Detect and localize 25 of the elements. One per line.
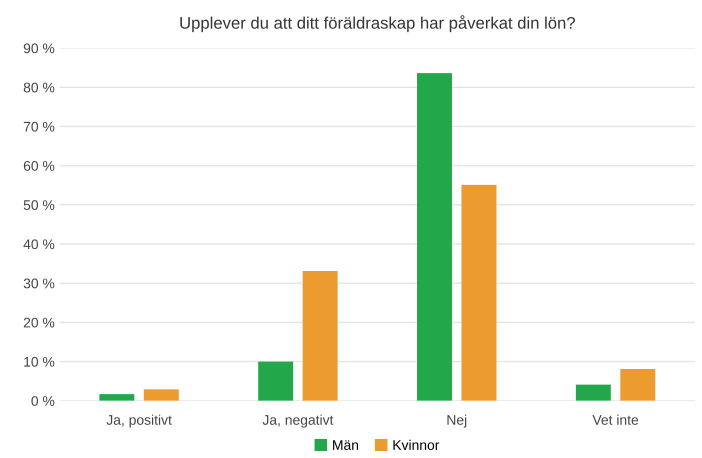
legend-label: Män bbox=[333, 440, 358, 450]
bar bbox=[302, 271, 338, 401]
y-tick-label: 20 % bbox=[24, 318, 54, 328]
bar bbox=[258, 362, 294, 401]
y-tick-label: 0 % bbox=[31, 396, 54, 406]
y-tick-label: 60 % bbox=[24, 160, 54, 171]
bar bbox=[620, 369, 656, 401]
y-tick-label: 70 % bbox=[24, 122, 54, 132]
legend-label: Kvinnor bbox=[393, 440, 440, 450]
bar bbox=[576, 384, 611, 401]
y-tick-label: 30 % bbox=[24, 278, 54, 288]
bar bbox=[462, 184, 496, 401]
bar bbox=[99, 394, 134, 401]
chart-title: Upplever du att ditt föräldraskap har påverkat din lön? bbox=[180, 15, 575, 32]
y-tick-label: 10 % bbox=[24, 356, 54, 367]
x-tick-label: Ja, positivt bbox=[106, 414, 172, 428]
x-tick-label: Vet inte bbox=[592, 414, 638, 425]
bar bbox=[417, 73, 452, 401]
y-tick-label: 80 % bbox=[24, 82, 54, 92]
y-tick-label: 90 % bbox=[24, 43, 54, 54]
y-tick-label: 40 % bbox=[23, 239, 54, 250]
bar bbox=[144, 389, 179, 401]
y-tick-label: 50 % bbox=[24, 200, 54, 210]
x-tick-label: Ja, negativt bbox=[262, 414, 334, 428]
x-tick-label: Nej bbox=[447, 414, 466, 428]
